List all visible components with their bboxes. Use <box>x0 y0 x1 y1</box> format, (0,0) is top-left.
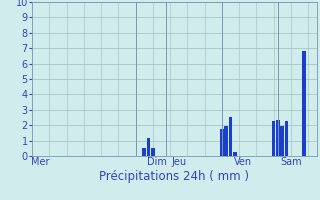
Bar <box>233 152 237 156</box>
Bar <box>276 120 280 156</box>
Bar <box>151 148 155 156</box>
Bar <box>224 126 228 156</box>
Bar <box>302 51 306 156</box>
Bar <box>285 121 288 156</box>
Bar <box>142 148 146 156</box>
Bar <box>147 138 150 156</box>
X-axis label: Précipitations 24h ( mm ): Précipitations 24h ( mm ) <box>100 170 249 183</box>
Bar <box>220 129 224 156</box>
Bar <box>280 126 284 156</box>
Bar <box>229 117 232 156</box>
Bar <box>272 121 276 156</box>
